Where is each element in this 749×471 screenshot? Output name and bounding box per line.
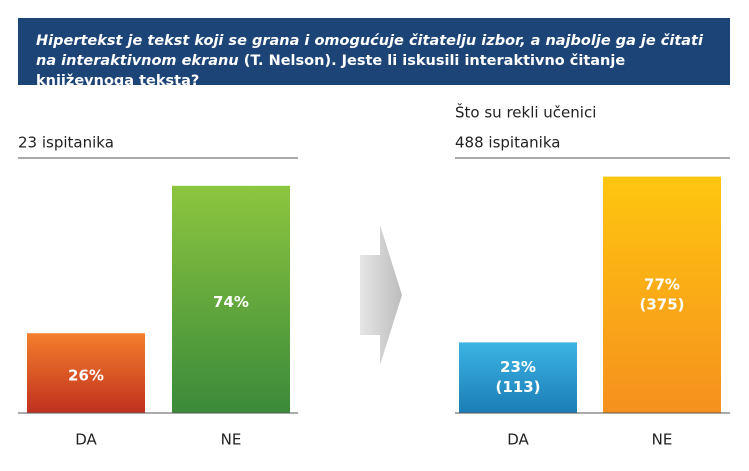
chart-title: Što su rekli učenici [455, 103, 596, 122]
subtitle: 23 ispitanika [18, 134, 114, 152]
subtitle: 488 ispitanika [455, 134, 560, 152]
quote: Hipertekst je tekst koji se grana i omog… [36, 33, 703, 69]
bar [172, 185, 290, 413]
bar [459, 342, 577, 413]
count-label: (375) [639, 295, 684, 313]
arrow [360, 225, 402, 365]
x-tick-label: NE [652, 431, 673, 449]
bar [603, 176, 721, 413]
header: Hipertekst je tekst koji se grana i omog… [18, 18, 730, 89]
value-label: 26% [68, 367, 104, 385]
bar [27, 333, 145, 413]
question: (T. Nelson). Jeste li iskusili interakti… [36, 53, 626, 89]
x-tick-label: DA [507, 431, 529, 449]
count-label: (113) [495, 378, 540, 396]
x-tick-label: NE [221, 431, 242, 449]
value-label: 77% [644, 275, 680, 293]
value-label: 74% [213, 293, 249, 311]
value-label: 23% [500, 358, 536, 376]
x-tick-label: DA [75, 431, 97, 449]
